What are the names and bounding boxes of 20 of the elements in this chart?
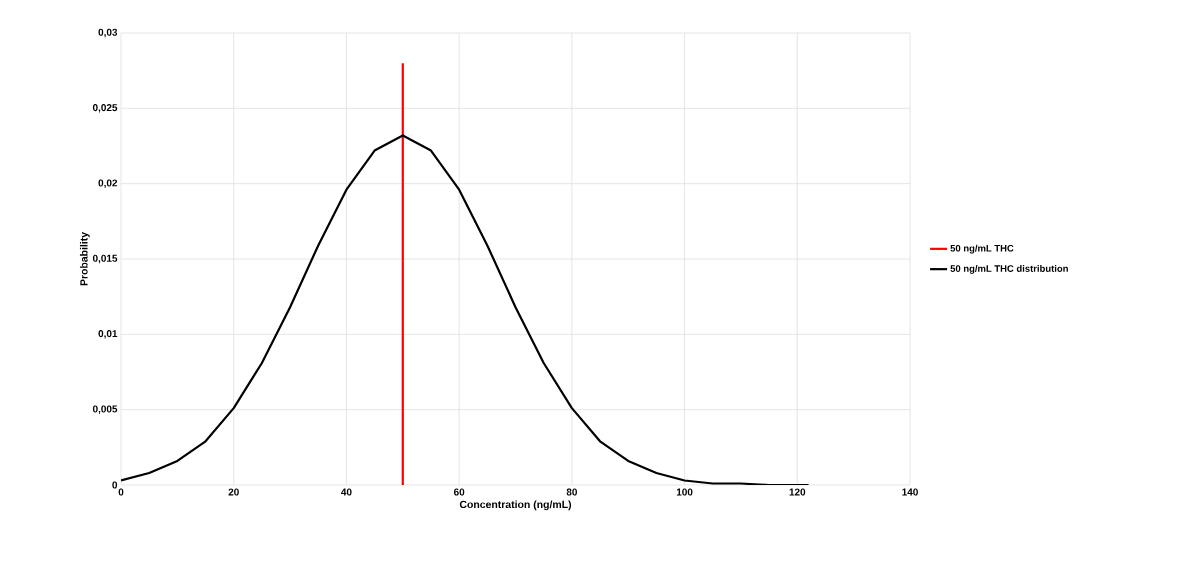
y-tick-label: 0,005 [92,405,118,414]
x-tick-label: 40 [341,488,352,496]
y-tick-label: 0 [112,481,118,489]
x-axis-title: Concentration (ng/mL) [459,500,572,511]
y-tick-label: 0,015 [92,254,118,264]
y-tick-label: 0,01 [98,330,118,339]
x-tick-label: 20 [228,488,239,496]
x-tick-label: 120 [789,488,806,496]
y-axis-title: Probability [79,232,90,286]
x-tick-label: 60 [453,488,465,496]
x-tick-label: 100 [676,488,693,496]
y-tick-label: 0,025 [92,104,118,113]
y-tick-label: 0,02 [98,179,118,188]
x-tick-label: 80 [566,488,577,496]
x-tick-label: 140 [902,488,918,496]
y-tick-label: 0,03 [98,28,118,38]
legend-label: 50 ng/mL THC [950,244,1014,254]
line-series [121,134,810,485]
legend-label: 50 ng/mL THC distribution [950,264,1068,274]
x-tick-label: 0 [118,488,124,496]
